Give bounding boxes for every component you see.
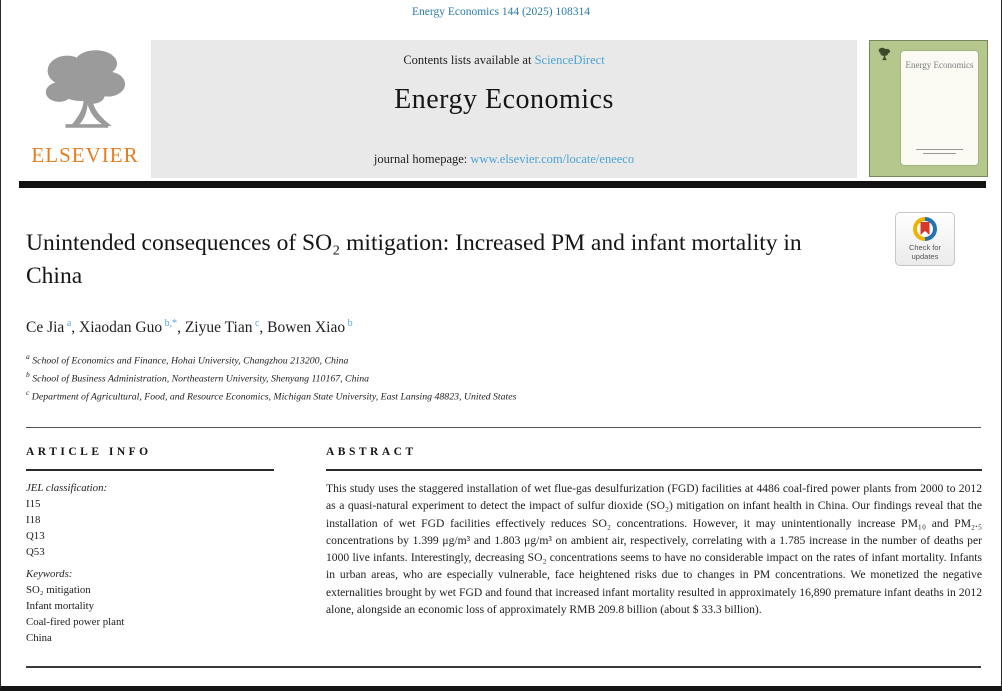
check-for-updates-badge[interactable]: Check for updates [895, 212, 955, 266]
jel-code: I15 [26, 498, 41, 510]
author-affiliation-ref: b [345, 318, 353, 329]
article-info-heading: ARTICLE INFO [26, 446, 152, 458]
jel-code: I18 [26, 514, 41, 526]
contents-line: Contents lists available at ScienceDirec… [151, 53, 857, 68]
section-bottom-rule [26, 666, 981, 668]
cover-footer-lines [915, 149, 964, 154]
keywords-label: Keywords: [26, 568, 73, 580]
crossmark-icon [913, 217, 937, 241]
contents-line-text: Contents lists available at [403, 53, 532, 67]
homepage-label: journal homepage: [373, 152, 468, 166]
cover-inner-panel: Energy Economics [900, 50, 979, 166]
affiliation: c Department of Agricultural, Food, and … [26, 388, 517, 403]
abstract-heading: ABSTRACT [326, 446, 417, 458]
sciencedirect-link[interactable]: ScienceDirect [534, 53, 605, 67]
keyword: China [26, 632, 52, 644]
author-affiliation-ref: a [64, 318, 72, 329]
author-affiliation-ref: c [252, 318, 260, 329]
article-info-rule [26, 469, 274, 471]
author-name: Ce Jia a [26, 318, 72, 337]
homepage-link[interactable]: www.elsevier.com/locate/eneeco [470, 152, 635, 166]
cover-tree-icon [877, 46, 892, 63]
keyword: Coal-fired power plant [26, 616, 125, 628]
jel-code: Q53 [26, 546, 45, 558]
header-divider [19, 181, 986, 188]
elsevier-tree-icon [21, 42, 149, 147]
affiliation: b School of Business Administration, Nor… [26, 370, 370, 385]
keyword-list: SO₂ mitigation Infant mortality Coal-fired… [26, 582, 286, 646]
jel-classification-label: JEL classification: [26, 482, 108, 494]
keyword: Infant mortality [26, 600, 95, 612]
section-top-rule [26, 427, 981, 428]
affiliation-list: a School of Economics and Finance, Hohai… [26, 351, 516, 405]
journal-citation: Energy Economics 144 (2025) 108314 [411, 6, 590, 18]
elsevier-logo: ELSEVIER [21, 42, 149, 178]
author-name: Xiaodan Guo b,* [79, 318, 178, 337]
check-for-updates-label: Check for updates [908, 243, 942, 261]
abstract-text: This study uses the staggered installati… [326, 482, 982, 617]
journal-cover-thumbnail: Energy Economics [869, 40, 988, 177]
affiliation: a School of Economics and Finance, Hohai… [26, 352, 349, 367]
homepage-line: journal homepage: www.elsevier.com/locat… [151, 152, 857, 167]
cover-journal-title: Energy Economics [905, 60, 974, 70]
keyword: SO₂ mitigation [26, 584, 91, 596]
article-title: Unintended consequences of SO₂ mitigatio… [26, 230, 802, 290]
abstract-rule [326, 469, 982, 471]
elsevier-wordmark: ELSEVIER [31, 143, 139, 167]
author-list: Ce Jia a, Xiaodan Guo b,*, Ziyue Tian c,… [26, 318, 353, 337]
jel-code-list: I15 I18 Q13 Q53 [26, 496, 286, 560]
author-affiliation-ref: b,* [162, 318, 178, 329]
abstract-section: ABSTRACT This study uses the staggered i… [326, 446, 982, 618]
journal-title: Energy Economics [394, 84, 614, 115]
jel-code: Q13 [26, 530, 45, 542]
author-name: Bowen Xiao b [267, 318, 353, 337]
author-name: Ziyue Tian c [184, 318, 260, 337]
article-info-section: ARTICLE INFO JEL classification: I15 I18 Q… [26, 446, 286, 646]
journal-header-band: Contents lists available at ScienceDirec… [151, 40, 857, 178]
